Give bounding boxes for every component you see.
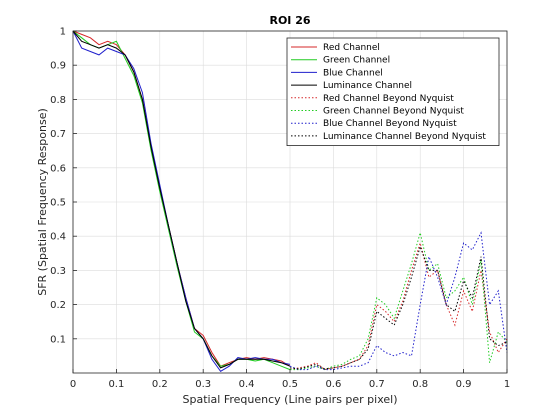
y-axis-label: SFR (Spatial Frequency Response)	[36, 108, 49, 296]
x-tick-label: 0.8	[412, 379, 428, 390]
legend-box	[286, 37, 500, 146]
legend-label: Blue Channel Beyond Nyquist	[323, 119, 457, 129]
y-tick-label: 0.7	[50, 129, 66, 140]
legend: Red Channel Green Channel Blue Channel Lumi…	[286, 37, 500, 146]
legend-label: Luminance Channel Beyond Nyquist	[323, 132, 486, 142]
x-tick-label: 0.3	[195, 379, 211, 390]
y-tick-label: 0.3	[50, 266, 66, 277]
x-tick-label: 0.6	[325, 379, 341, 390]
series-line-4	[72, 30, 291, 369]
x-tick-label: 0	[70, 379, 76, 390]
y-tick-label: 0.5	[50, 198, 66, 209]
y-tick-label: 0.4	[50, 232, 66, 243]
x-tick-label: 0.7	[369, 379, 385, 390]
series-line-6	[290, 232, 508, 371]
legend-label: Blue Channel	[323, 68, 383, 78]
series-lines	[72, 30, 508, 372]
y-tick-label: 0.9	[50, 61, 66, 72]
x-tick-label: 1	[504, 379, 510, 390]
series-line-8	[289, 244, 508, 370]
x-tick-label: 0.1	[108, 379, 124, 390]
legend-label: Green Channel Beyond Nyquist	[323, 107, 464, 117]
y-tick-label: 0.2	[50, 300, 66, 311]
y-tick-label: 0.6	[50, 163, 66, 174]
x-tick-label: 0.9	[456, 379, 472, 390]
y-tick-label: 0.8	[50, 95, 66, 106]
series-line-5	[289, 241, 508, 371]
series-line-7	[289, 231, 508, 371]
x-axis-label: Spatial Frequency (Line pairs per pixel)	[182, 393, 397, 406]
axis-ticks: 0 0.1 0.2 0.3 0.4 0.5 0.6 0.7 0.8 0.9 1 0.1 0.2 0.3 0.…	[50, 27, 510, 391]
chart-title: ROI 26	[269, 14, 310, 27]
x-tick-label: 0.4	[239, 379, 255, 390]
x-tick-label: 0.5	[282, 379, 298, 390]
legend-label: Luminance Channel	[323, 81, 412, 91]
legend-label: Red Channel Beyond Nyquist	[323, 94, 454, 104]
x-tick-label: 0.2	[152, 379, 168, 390]
y-tick-label: 0.1	[50, 334, 66, 345]
legend-label: Red Channel	[323, 43, 380, 53]
y-tick-label: 1	[60, 27, 66, 38]
legend-label: Green Channel	[323, 56, 390, 66]
